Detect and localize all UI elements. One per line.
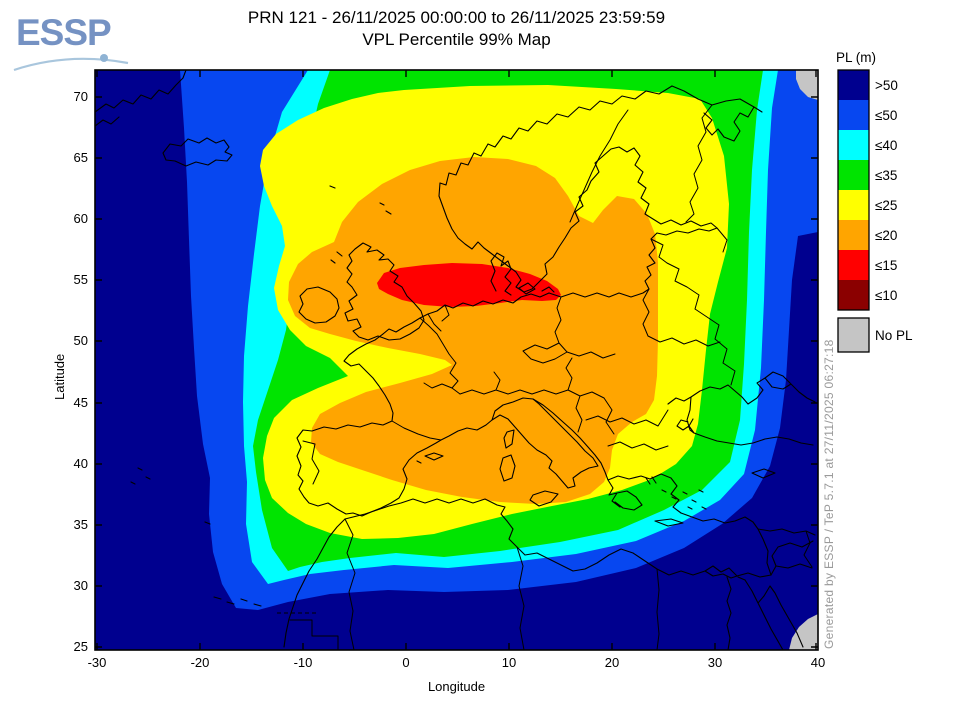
x-tick--10: -10 [293, 655, 313, 670]
region-le15 [377, 263, 561, 307]
legend-swatch-le10 [838, 280, 869, 310]
title-line-2: VPL Percentile 99% Map [362, 30, 551, 49]
legend-label-nopl: No PL [875, 328, 913, 343]
essp-logo-swoosh-icon [13, 54, 129, 72]
legend-swatch-gt50 [838, 70, 869, 100]
page-title: PRN 121 - 26/11/2025 00:00:00 to 26/11/2… [95, 7, 818, 51]
title-line-1: PRN 121 - 26/11/2025 00:00:00 to 26/11/2… [247, 8, 666, 27]
legend-label-le10: ≤10 [875, 288, 897, 303]
y-tick-25: 25 [73, 639, 88, 654]
country-borders [289, 104, 816, 650]
y-tick-30: 30 [73, 578, 88, 593]
y-tick-70: 70 [73, 89, 88, 104]
x-tick--30: -30 [87, 655, 107, 670]
generated-watermark: Generated by ESSP / TeP 5.7.1 at 27/11/2… [822, 339, 836, 649]
legend-label-le25: ≤25 [875, 198, 897, 213]
legend-swatch-le20 [838, 220, 869, 250]
region-nopl-bottomright [789, 614, 818, 650]
x-tick--20: -20 [190, 655, 210, 670]
y-tick-60: 60 [73, 211, 88, 226]
x-axis-label: Longitude [427, 679, 486, 694]
y-tick-50: 50 [73, 333, 88, 348]
legend-swatch-le25 [838, 190, 869, 220]
region-le20 [288, 157, 658, 504]
region-nopl-topright [796, 70, 818, 100]
legend-swatch-le35 [838, 160, 869, 190]
legend-swatch-le50 [838, 100, 869, 130]
legend-label-le40: ≤40 [875, 138, 897, 153]
x-tick-0: 0 [402, 655, 410, 670]
coastlines [95, 70, 816, 650]
x-tick-30: 30 [707, 655, 723, 670]
legend-label-gt50: >50 [875, 78, 898, 93]
legend-swatch-nopl [837, 317, 870, 353]
legend-label-le35: ≤35 [875, 168, 897, 183]
y-tick-55: 55 [73, 272, 88, 287]
legend-swatch-le15 [838, 250, 869, 280]
essp-logo: ESSP [16, 12, 112, 53]
legend-title: PL (m) [836, 50, 876, 65]
y-tick-65: 65 [73, 150, 88, 165]
legend-label-le15: ≤15 [875, 258, 897, 273]
y-tick-35: 35 [73, 517, 88, 532]
legend-label-le50: ≤50 [875, 108, 897, 123]
legend-swatch-le40 [838, 130, 869, 160]
x-tick-20: 20 [604, 655, 620, 670]
y-tick-40: 40 [73, 456, 88, 471]
legend-label-le20: ≤20 [875, 228, 897, 243]
map-frame [94, 69, 819, 651]
y-tick-45: 45 [73, 395, 88, 410]
x-tick-10: 10 [501, 655, 517, 670]
x-tick-40: 40 [810, 655, 826, 670]
